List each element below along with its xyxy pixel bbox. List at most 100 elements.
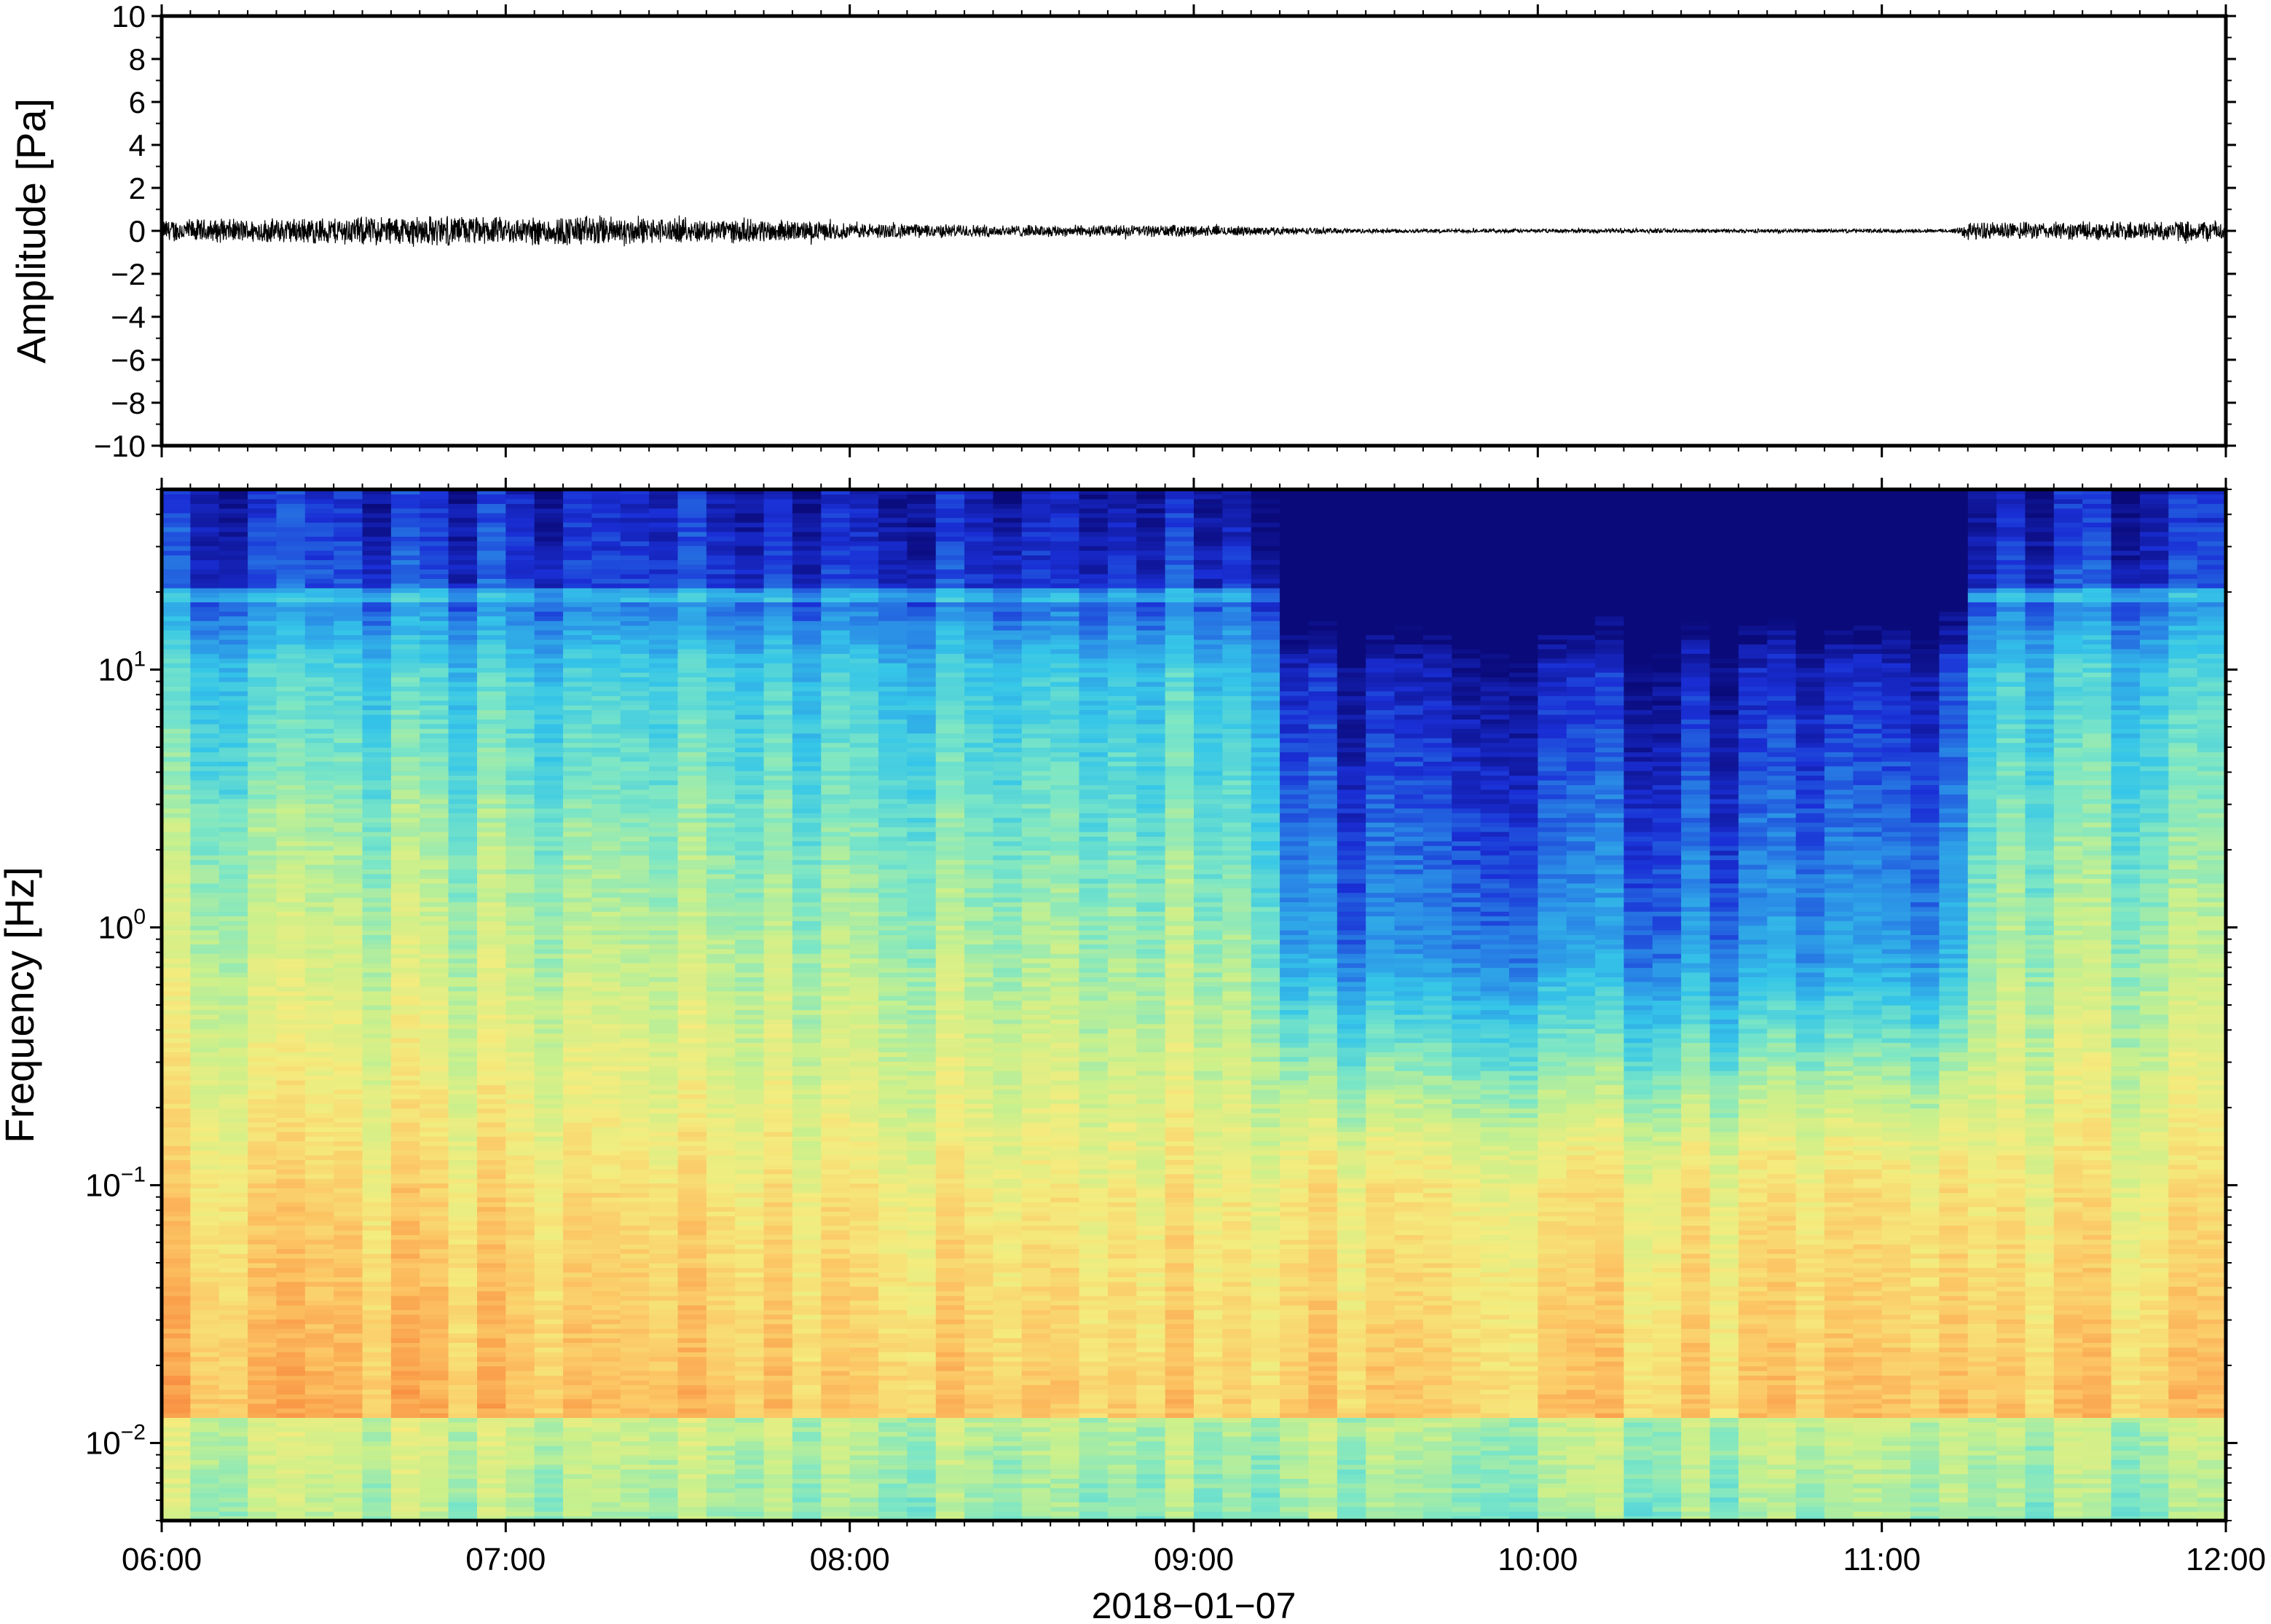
spectrogram-cell bbox=[649, 906, 679, 912]
spectrogram-cell bbox=[706, 653, 736, 659]
spectrogram-cell bbox=[276, 925, 306, 931]
spectrogram-cell bbox=[219, 892, 248, 898]
spectrogram-cell bbox=[219, 1290, 248, 1296]
spectrogram-cell bbox=[304, 911, 334, 917]
spectrogram-cell bbox=[534, 569, 564, 575]
spectrogram-cell bbox=[620, 1272, 650, 1277]
spectrogram-cell bbox=[735, 888, 765, 894]
spectrogram-cell bbox=[390, 1296, 420, 1301]
spectrogram-cell bbox=[534, 503, 564, 509]
spectrogram-cell bbox=[476, 723, 506, 729]
spectrogram-cell bbox=[505, 602, 535, 607]
waveform-trace bbox=[162, 215, 2226, 247]
spectrogram-cell bbox=[362, 573, 392, 579]
spectrogram-cell bbox=[420, 831, 449, 837]
spectrogram-cell bbox=[390, 1146, 420, 1151]
spectrogram-cell bbox=[190, 1122, 220, 1127]
spectrogram-cell bbox=[706, 672, 736, 678]
spectrogram-cell bbox=[505, 1113, 535, 1119]
spectrogram-cell bbox=[276, 1019, 306, 1025]
spectrogram-cell bbox=[334, 1113, 363, 1119]
spectrogram-cell bbox=[505, 1253, 535, 1259]
spectrogram-cell bbox=[476, 583, 506, 588]
spectrogram-cell bbox=[563, 1281, 593, 1287]
spectrogram-cell bbox=[276, 1412, 306, 1418]
spectrogram-cell bbox=[563, 1492, 593, 1498]
spectrogram-cell bbox=[390, 963, 420, 969]
spectrogram-cell bbox=[276, 1389, 306, 1395]
spectrogram-cell bbox=[248, 672, 278, 678]
spectrogram-cell bbox=[334, 1075, 363, 1081]
spectrogram-cell bbox=[563, 1389, 593, 1395]
spectrogram-cell bbox=[162, 1211, 191, 1217]
spectrogram-cell bbox=[276, 1314, 306, 1320]
spectrogram-cell bbox=[219, 765, 248, 771]
spectrogram-cell bbox=[304, 1197, 334, 1202]
spectrogram-cell bbox=[248, 906, 278, 912]
spectrogram-cell bbox=[390, 1178, 420, 1184]
spectrogram-cell bbox=[304, 836, 334, 842]
spectrogram-cell bbox=[390, 564, 420, 570]
spectrogram-cell bbox=[591, 888, 621, 894]
spectrogram-cell bbox=[476, 1122, 506, 1127]
spectrogram-cell bbox=[190, 1221, 220, 1226]
spectrogram-cell bbox=[476, 902, 506, 907]
spectrogram-cell bbox=[706, 1239, 736, 1245]
spectrogram-cell bbox=[219, 878, 248, 884]
spectrogram-cell bbox=[219, 728, 248, 734]
spectrogram-cell bbox=[420, 653, 449, 659]
spectrogram-cell bbox=[706, 1352, 736, 1357]
spectrogram-cell bbox=[677, 517, 707, 523]
spectrogram-cell bbox=[162, 1319, 191, 1325]
spectrogram-cell bbox=[591, 545, 621, 551]
spectrogram-cell bbox=[448, 1281, 478, 1287]
spectrogram-cell bbox=[735, 592, 765, 598]
spectrogram-cell bbox=[505, 639, 535, 645]
spectrogram-cell bbox=[649, 1473, 679, 1479]
spectrogram-cell bbox=[763, 883, 793, 888]
spectrogram-cell bbox=[505, 784, 535, 790]
spectrogram-cell bbox=[190, 564, 220, 570]
spectrogram-cell bbox=[390, 756, 420, 762]
spectrogram-cell bbox=[276, 592, 306, 598]
spectrogram-cell bbox=[735, 1281, 765, 1287]
spectrogram-cell bbox=[505, 578, 535, 584]
spectrogram-cell bbox=[620, 1103, 650, 1109]
spectrogram-cell bbox=[763, 1319, 793, 1325]
spectrogram-cell bbox=[677, 859, 707, 865]
spectrogram-cell bbox=[420, 1314, 449, 1320]
spectrogram-cell bbox=[390, 1328, 420, 1334]
spectrogram-cell bbox=[304, 1347, 334, 1352]
spectrogram-cell bbox=[248, 1079, 278, 1086]
spectrogram-cell bbox=[677, 615, 707, 621]
spectrogram-cell bbox=[248, 1277, 278, 1282]
spectrogram-cell bbox=[390, 1440, 420, 1446]
spectrogram-cell bbox=[190, 658, 220, 663]
spectrogram-cell bbox=[334, 1272, 363, 1277]
spectrogram-cell bbox=[390, 1487, 420, 1493]
spectrogram-cell bbox=[248, 1469, 278, 1475]
spectrogram-cell bbox=[620, 798, 650, 804]
spectrogram-cell bbox=[706, 1389, 736, 1395]
spectrogram-cell bbox=[420, 564, 449, 570]
spectrogram-cell bbox=[476, 1450, 506, 1456]
spectrogram-cell bbox=[219, 996, 248, 1001]
spectrogram-cell bbox=[563, 719, 593, 725]
spectrogram-cell bbox=[162, 1136, 191, 1142]
spectrogram-cell bbox=[190, 850, 220, 856]
spectrogram-cell bbox=[248, 775, 278, 781]
spectrogram-cell bbox=[334, 1375, 363, 1381]
spectrogram-cell bbox=[563, 611, 593, 617]
spectrogram-cell bbox=[534, 1361, 564, 1367]
spectrogram-cell bbox=[334, 906, 363, 912]
spectrogram-cell bbox=[706, 1154, 736, 1160]
spectrogram-cell bbox=[534, 705, 564, 711]
spectrogram-cell bbox=[677, 1206, 707, 1212]
spectrogram-cell bbox=[677, 733, 707, 738]
spectrogram-cell bbox=[276, 930, 306, 936]
spectrogram-cell bbox=[735, 1225, 765, 1231]
spectrogram-cell bbox=[534, 564, 564, 570]
spectrogram-cell bbox=[304, 1394, 334, 1400]
spectrogram-cell bbox=[735, 1033, 765, 1038]
spectrogram-cell bbox=[706, 494, 736, 500]
